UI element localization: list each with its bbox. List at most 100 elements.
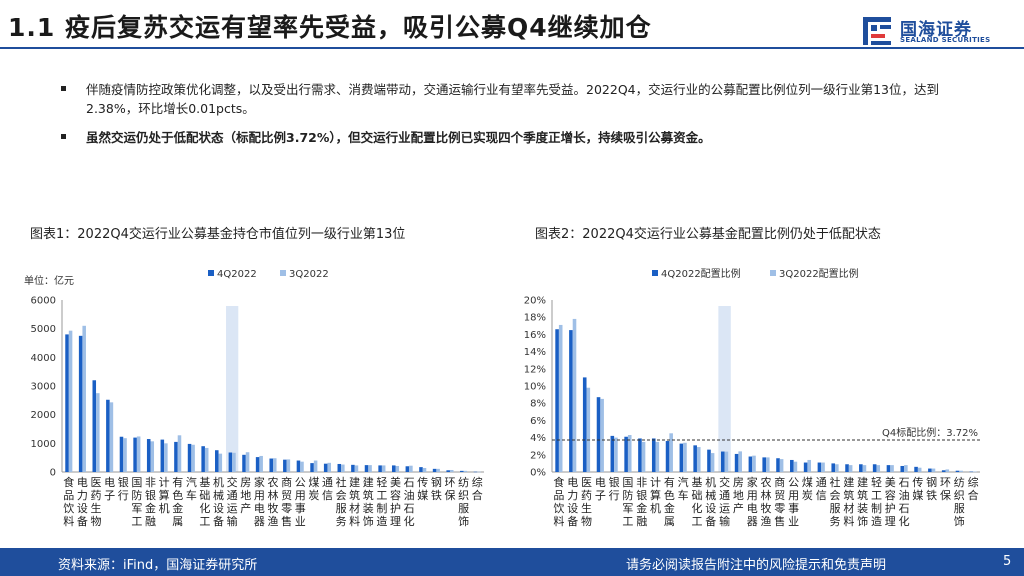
x-tick-label: 容 xyxy=(885,488,896,502)
x-tick-label: 饰 xyxy=(363,514,374,528)
x-tick-label: 家 xyxy=(254,475,265,489)
bullet-item: 伴随疫情防控政策优化调整，以及受出行需求、消费端带动，交通运输行业有望率先受益。… xyxy=(56,80,956,118)
bar-series1 xyxy=(914,466,918,472)
x-tick-label: 国 xyxy=(131,476,142,489)
bar-series2 xyxy=(245,452,250,472)
x-tick-label: 化 xyxy=(691,501,702,515)
x-tick-label: 零 xyxy=(281,502,292,515)
bar-series1 xyxy=(555,329,559,472)
y-tick-label: 6% xyxy=(530,416,546,427)
bar-series1 xyxy=(215,450,219,472)
x-tick-label: 煤 xyxy=(802,476,813,489)
bar-series2 xyxy=(381,465,386,472)
bar-series2 xyxy=(683,442,687,472)
bar-series1 xyxy=(364,465,369,472)
x-tick-label: 筑 xyxy=(857,488,868,502)
x-tick-label: 地 xyxy=(733,489,744,502)
bar-series1 xyxy=(419,467,423,472)
x-tick-label: 融 xyxy=(145,515,156,528)
bar-series1 xyxy=(228,452,233,472)
bar-series1 xyxy=(762,457,766,472)
x-tick-label: 服 xyxy=(336,502,347,515)
bar-series2 xyxy=(627,435,632,472)
x-tick-label: 服 xyxy=(830,502,841,515)
bar-series2 xyxy=(766,457,770,472)
x-tick-label: 通 xyxy=(227,489,238,502)
x-tick-label: 备 xyxy=(705,514,716,528)
bar-series2 xyxy=(409,465,413,472)
x-tick-label: 械 xyxy=(213,488,224,502)
chart1-title: 图表1：2022Q4交运行业公募基金持仓市值位列一级行业第13位 xyxy=(30,227,406,242)
bar-series1 xyxy=(255,457,260,472)
bar-series2 xyxy=(150,441,155,472)
x-tick-label: 色 xyxy=(172,488,183,502)
x-tick-label: 物 xyxy=(91,514,102,528)
x-tick-label: 有 xyxy=(664,475,675,489)
x-tick-label: 运 xyxy=(227,502,238,515)
y-tick-label: 8% xyxy=(530,399,546,410)
x-tick-label: 械 xyxy=(705,488,716,502)
x-tick-label: 备 xyxy=(567,514,578,528)
x-tick-label: 贸 xyxy=(774,489,785,502)
x-tick-label: 饰 xyxy=(458,514,469,528)
bar-series1 xyxy=(693,445,697,472)
bar-series1 xyxy=(337,463,342,472)
x-tick-label: 零 xyxy=(774,502,785,515)
bar-series1 xyxy=(187,443,192,472)
x-tick-label: 电 xyxy=(567,476,578,489)
x-tick-label: 行 xyxy=(609,489,620,502)
x-tick-label: 保 xyxy=(444,488,455,502)
bar-series2 xyxy=(136,436,141,472)
bar-series2 xyxy=(68,330,73,472)
bar-series2 xyxy=(848,465,853,472)
x-tick-label: 石 xyxy=(899,476,910,489)
bar-series1 xyxy=(405,466,410,472)
x-tick-label: 材 xyxy=(349,501,360,515)
bar-series2 xyxy=(368,465,372,472)
x-tick-label: 综 xyxy=(968,475,979,489)
x-tick-label: 合 xyxy=(472,488,483,502)
x-tick-label: 础 xyxy=(199,489,210,502)
bar-series1 xyxy=(720,451,725,472)
x-tick-label: 油 xyxy=(404,488,415,502)
x-tick-label: 化 xyxy=(404,514,415,528)
x-tick-label: 工 xyxy=(199,515,210,528)
x-tick-label: 国 xyxy=(622,476,633,489)
x-tick-label: 工 xyxy=(622,515,633,528)
x-tick-label: 电 xyxy=(77,476,88,489)
x-tick-label: 钢 xyxy=(431,476,442,489)
bar-series2 xyxy=(422,467,427,472)
legend-swatch xyxy=(652,270,658,276)
x-tick-label: 工 xyxy=(691,515,702,528)
x-tick-label: 服 xyxy=(458,502,469,515)
x-tick-label: 务 xyxy=(336,515,347,528)
x-tick-label: 金 xyxy=(172,501,183,515)
bar-series1 xyxy=(610,435,615,472)
x-tick-label: 设 xyxy=(77,502,88,515)
bar-series2 xyxy=(204,447,209,472)
company-logo: 国海证券 SEALAND SECURITIES xyxy=(862,14,1012,46)
x-tick-label: 融 xyxy=(636,515,647,528)
x-tick-label: 理 xyxy=(390,515,401,528)
bar-series2 xyxy=(821,462,825,472)
x-tick-label: 业 xyxy=(295,515,306,528)
x-tick-label: 料 xyxy=(349,514,360,528)
x-tick-label: 容 xyxy=(390,488,401,502)
x-tick-label: 属 xyxy=(172,515,183,528)
footer-source: 资料来源：iFind，国海证券研究所 xyxy=(58,558,258,573)
y-tick-label: 20% xyxy=(524,296,546,307)
x-tick-label: 用 xyxy=(788,489,799,502)
x-tick-label: 铁 xyxy=(431,489,442,502)
bar-series2 xyxy=(931,468,936,472)
bar-series2 xyxy=(904,465,908,472)
bar-series1 xyxy=(569,330,573,472)
bar-series1 xyxy=(310,463,314,472)
x-tick-label: 公 xyxy=(788,476,799,489)
x-tick-label: 建 xyxy=(349,475,360,489)
x-tick-label: 环 xyxy=(444,476,455,489)
x-tick-label: 交 xyxy=(227,475,238,489)
y-tick-label: 4% xyxy=(530,433,546,444)
bar-series1 xyxy=(941,470,946,472)
bar-series2 xyxy=(259,455,263,472)
x-tick-label: 产 xyxy=(240,501,251,515)
